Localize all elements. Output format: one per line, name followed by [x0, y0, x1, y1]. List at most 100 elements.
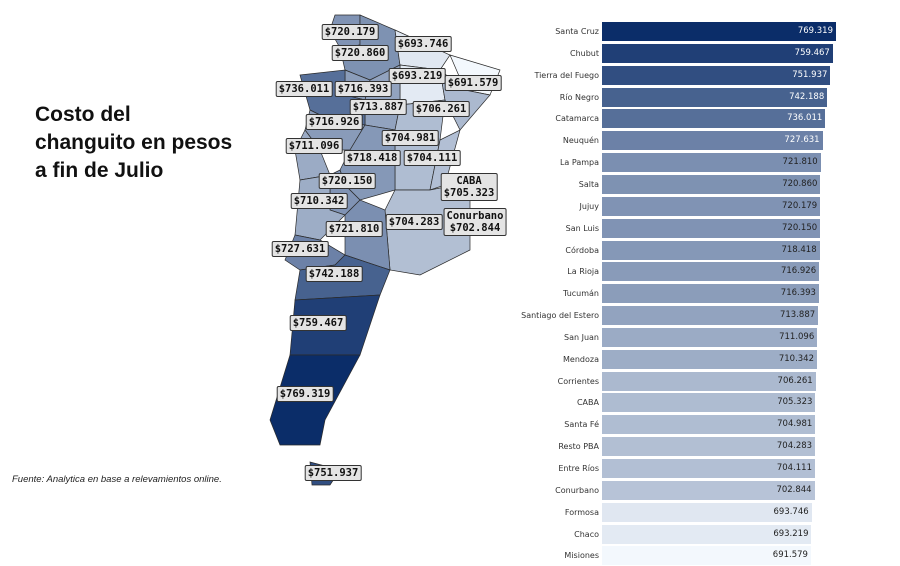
value-label: 713.887 [779, 310, 816, 321]
map-value-label: $693.746 [394, 36, 452, 52]
category-label: Chaco [574, 529, 599, 539]
map-value-label: $704.111 [403, 150, 461, 166]
map-value-label: $691.579 [444, 75, 502, 91]
bar: 713.887 [602, 306, 819, 326]
bar-row: Corrientes 706.261 [0, 371, 900, 392]
value-label: 704.981 [777, 419, 813, 430]
bar: 705.323 [602, 393, 816, 413]
map-value-label: $721.810 [325, 221, 383, 237]
bar: 706.261 [602, 371, 816, 391]
bar-row: Chubut 759.467 [0, 43, 900, 64]
bar: 704.283 [602, 437, 816, 457]
bar: 691.579 [602, 546, 811, 566]
value-label: 693.219 [773, 528, 809, 539]
value-label: 704.283 [776, 441, 813, 452]
category-label: Salta [578, 179, 599, 189]
value-label: 720.150 [782, 222, 818, 233]
bar-row: Santa Fé 704.981 [0, 414, 900, 435]
category-label: Santa Fé [564, 420, 599, 430]
bar-row: Mendoza 710.342 [0, 349, 900, 370]
bar-row: San Luis 720.150 [0, 218, 900, 239]
bar: 720.179 [602, 196, 821, 216]
bar-row: Conurbano 702.844 [0, 480, 900, 501]
value-label: 705.323 [777, 397, 813, 408]
value-label: 704.111 [776, 463, 812, 473]
value-label: 736.011 [787, 113, 823, 124]
map-value-label: $720.860 [331, 45, 389, 61]
map-value-label: $751.937 [304, 465, 362, 481]
map-value-label: $720.179 [321, 24, 379, 40]
bar: 720.150 [602, 218, 821, 238]
category-label: Corrientes [557, 376, 599, 386]
bar: 716.926 [602, 262, 820, 282]
category-label: Jujuy [579, 201, 599, 211]
category-label: Santa Cruz [555, 27, 599, 36]
map-value-label: $693.219 [388, 68, 446, 84]
map-value-label: $710.342 [290, 193, 348, 209]
map-value-label: $759.467 [289, 315, 347, 331]
bar-row: Tucumán 716.393 [0, 283, 900, 304]
map-value-label: $716.926 [305, 114, 363, 130]
category-label: La Pampa [559, 158, 599, 168]
bar-row: Río Negro 742.188 [0, 87, 900, 108]
bar: 704.981 [602, 415, 816, 435]
map-value-label: $704.981 [381, 130, 439, 146]
value-label: 759.467 [794, 47, 830, 58]
map-value-label: $704.283 [385, 214, 443, 230]
bar: 718.418 [602, 240, 820, 260]
category-label: La Rioja [567, 267, 599, 277]
category-label: Chubut [569, 48, 599, 58]
bar: 693.219 [602, 524, 812, 544]
bar-row: Jujuy 720.179 [0, 196, 900, 217]
category-label: Resto PBA [558, 442, 599, 452]
bar: 742.188 [602, 87, 828, 107]
value-label: 716.926 [780, 266, 817, 277]
value-label: 720.860 [782, 178, 818, 189]
category-label: Mendoza [563, 354, 599, 364]
category-label: Neuquén [562, 136, 599, 146]
bar-row: Entre Ríos 704.111 [0, 458, 900, 479]
category-label: Río Negro [559, 92, 599, 102]
bar: 751.937 [602, 65, 831, 85]
map-value-label: $706.261 [412, 101, 470, 117]
bar: 721.810 [602, 153, 821, 173]
bar-row: Córdoba 718.418 [0, 240, 900, 261]
value-label: 710.342 [778, 353, 814, 364]
value-label: 706.261 [777, 375, 813, 386]
bar-row: CABA 705.323 [0, 392, 900, 413]
category-label: Entre Ríos [558, 464, 599, 473]
category-label: Catamarca [555, 114, 599, 124]
bar-row: Catamarca 736.011 [0, 108, 900, 129]
bar: 720.860 [602, 174, 821, 194]
bar: 769.319 [602, 22, 836, 41]
map-value-label: $711.096 [285, 138, 343, 154]
bar: 710.342 [602, 349, 817, 369]
category-label: Tucumán [563, 289, 599, 299]
category-label: Santiago del Estero [521, 311, 599, 321]
value-label: 751.937 [792, 69, 828, 80]
category-label: San Luis [565, 223, 599, 233]
source-note: Fuente: Analytica en base a relevamiento… [12, 474, 222, 485]
value-label: 727.631 [784, 135, 820, 146]
category-label: Misiones [564, 551, 599, 561]
bar-row: Tierra del Fuego 751.937 [0, 65, 900, 86]
value-label: 718.418 [781, 244, 817, 255]
map-value-label: $736.011 [275, 81, 333, 97]
category-label: Conurbano [555, 485, 599, 495]
map-value-label: $718.418 [343, 150, 401, 166]
bar-row: Chaco 693.219 [0, 524, 900, 545]
category-label: CABA [576, 398, 599, 408]
bar-row: Neuquén 727.631 [0, 130, 900, 151]
bar-row: Santa Cruz 769.319 [0, 21, 900, 42]
bar-row: Misiones 691.579 [0, 545, 900, 566]
title: Costo del changuito en pesos a fin de Ju… [35, 103, 233, 182]
map-value-label: $716.393 [334, 81, 392, 97]
category-label: San Juan [564, 332, 599, 342]
value-label: 742.188 [789, 91, 825, 102]
value-label: 769.319 [797, 26, 833, 36]
bar-row: San Juan 711.096 [0, 327, 900, 348]
value-label: 721.810 [782, 157, 818, 168]
bar-row: Salta 720.860 [0, 174, 900, 195]
bar: 704.111 [602, 459, 815, 478]
bar-row: Resto PBA 704.283 [0, 436, 900, 457]
